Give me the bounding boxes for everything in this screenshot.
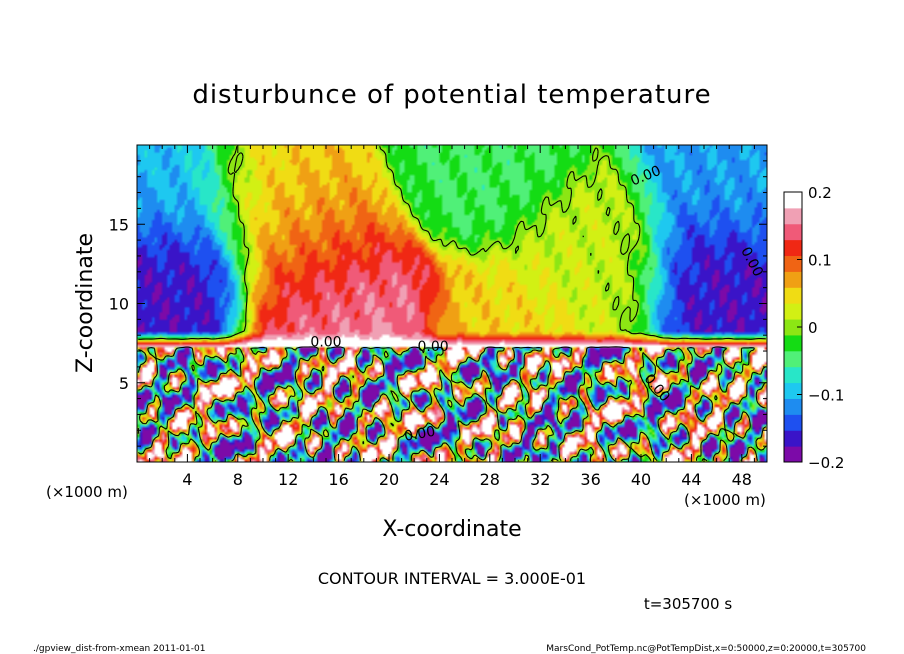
colorbar-segment — [784, 255, 802, 272]
y-axis: 5 10 15 — [109, 160, 767, 447]
colorbar-tick-label: −0.1 — [808, 387, 844, 405]
potential-temperature-field — [137, 145, 767, 462]
colorbar-tick-label: 0 — [808, 319, 818, 337]
x-tick-label: 8 — [233, 470, 243, 489]
y-tick-label: 15 — [109, 215, 129, 234]
colorbar-segment — [784, 398, 802, 415]
x-tick-label: 36 — [580, 470, 600, 489]
colorbar-tick-label: 0.1 — [808, 252, 832, 270]
x-tick-label: 20 — [379, 470, 399, 489]
y-tick-label: 5 — [119, 374, 129, 393]
footer-right: MarsCond_PotTemp.nc@PotTempDist,x=0:5000… — [546, 644, 866, 654]
colorbar-segment — [784, 430, 802, 447]
x-tick-label: 32 — [530, 470, 550, 489]
colorbar-segment — [784, 350, 802, 368]
colorbar-segment — [784, 192, 802, 209]
contour-label: 0.00 — [310, 334, 341, 350]
contour-label: 0.00 — [403, 424, 436, 445]
colorbar-segment — [784, 319, 802, 336]
plot-area — [137, 145, 767, 462]
x-tick-label: 4 — [182, 470, 192, 489]
x-axis-label: X-coordinate — [382, 517, 521, 542]
colorbar-tick-label: 0.2 — [808, 184, 832, 202]
y-tick-label: 10 — [109, 295, 129, 314]
x-tick-label: 40 — [631, 470, 651, 489]
x-axis-unit-right: (×1000 m) — [684, 491, 766, 509]
contour-lines — [137, 146, 767, 462]
zero-contour — [137, 146, 767, 462]
time-label: t=305700 s — [644, 595, 732, 613]
contour-label: 0.00 — [418, 339, 449, 355]
x-axis-unit-left: (×1000 m) — [46, 483, 128, 501]
colorbar-segment — [784, 366, 802, 384]
colorbar-segment — [784, 239, 802, 257]
x-axis: 4 8 12 16 20 24 28 32 36 40 44 48 — [149, 145, 755, 489]
colorbar-segment — [784, 223, 802, 241]
x-tick-label: 44 — [681, 470, 701, 489]
colorbar-segment — [784, 303, 802, 320]
colorbar-segment — [784, 207, 802, 225]
x-tick-label: 28 — [480, 470, 500, 489]
chart-title: disturbunce of potential temperature — [192, 80, 711, 110]
colorbar-segment — [784, 271, 802, 288]
colorbar-segment — [784, 382, 802, 399]
colorbar-segment — [784, 446, 802, 463]
colorbar-tick-label: −0.2 — [808, 454, 844, 472]
colorbar-segment — [784, 334, 802, 352]
x-tick-label: 24 — [429, 470, 449, 489]
x-tick-label: 16 — [328, 470, 348, 489]
colorbar-segment — [784, 414, 802, 431]
x-tick-label: 12 — [278, 470, 298, 489]
x-tick-label: 48 — [732, 470, 752, 489]
contour-interval-text: CONTOUR INTERVAL = 3.000E-01 — [318, 569, 586, 588]
y-axis-label: Z-coordinate — [73, 233, 98, 373]
colorbar: 0.2 0.1 0 −0.1 −0.2 — [783, 184, 844, 472]
colorbar-segment — [784, 287, 802, 304]
footer-left: ./gpview_dist-from-xmean 2011-01-01 — [33, 644, 205, 654]
